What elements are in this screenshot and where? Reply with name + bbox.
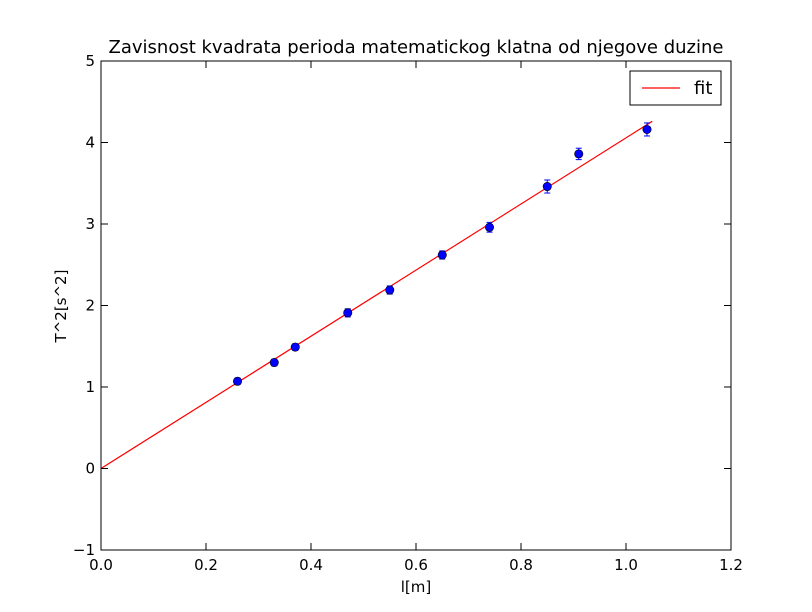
data-point <box>642 124 652 134</box>
data-point <box>437 250 447 260</box>
y-tick-label: −1 <box>73 541 95 559</box>
data-marks <box>100 120 653 470</box>
legend: fit <box>629 70 722 106</box>
chart-title: Zavisnost kvadrata perioda matematickog … <box>109 37 724 58</box>
y-tick-label: 3 <box>85 215 95 233</box>
x-tick-label: 0.2 <box>194 556 218 574</box>
y-tick-label: 5 <box>85 52 95 70</box>
y-tick-label: 2 <box>85 297 95 315</box>
fit-line <box>100 120 653 470</box>
y-tick-label: 4 <box>85 134 95 152</box>
legend-fit-label: fit <box>694 78 712 99</box>
data-point <box>290 342 300 352</box>
x-axis-label: l[m] <box>401 578 431 596</box>
data-point <box>269 358 279 368</box>
x-tick-label: 1.0 <box>614 556 638 574</box>
x-tick-label: 0.6 <box>404 556 428 574</box>
x-tick-label: 1.2 <box>719 556 743 574</box>
axis-ticks: 0.0 0.2 0.4 0.6 0.8 1.0 1.2 −1 0 1 2 3 4 5 <box>73 52 743 574</box>
data-point <box>484 222 494 232</box>
data-point <box>233 376 243 386</box>
data-point <box>542 182 552 192</box>
y-tick-label: 1 <box>85 378 95 396</box>
x-tick-label: 0.0 <box>89 556 113 574</box>
y-tick-label: 0 <box>85 460 95 478</box>
data-point <box>385 285 395 295</box>
data-point <box>574 149 584 159</box>
data-point <box>343 308 353 318</box>
y-axis-label: T^2[s^2] <box>52 270 70 344</box>
x-tick-label: 0.8 <box>509 556 533 574</box>
x-tick-label: 0.4 <box>299 556 323 574</box>
